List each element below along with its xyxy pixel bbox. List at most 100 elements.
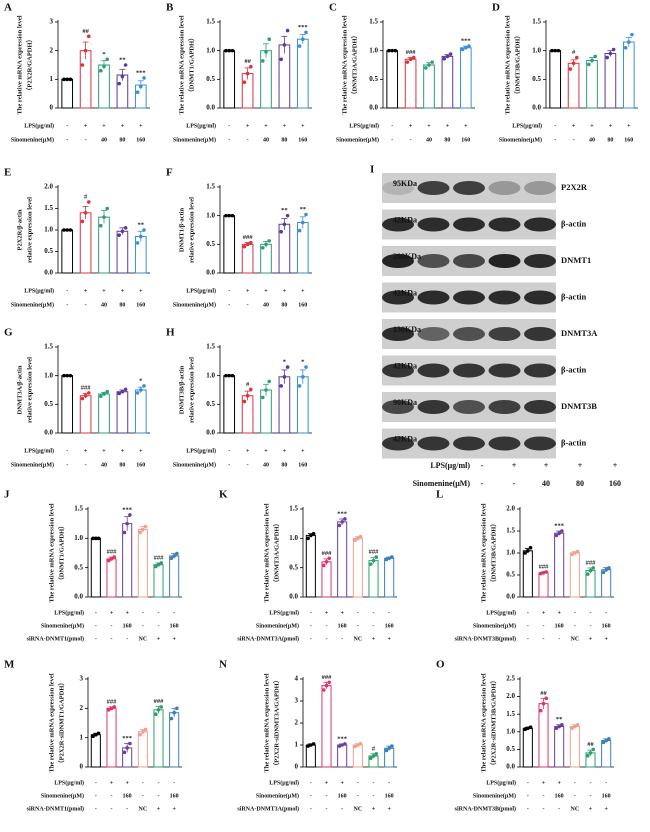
data-point (343, 742, 347, 746)
data-point (304, 365, 308, 369)
data-point (125, 746, 129, 750)
condition-value: + (372, 636, 376, 642)
data-point (139, 84, 143, 89)
band-protein: DNMT1 (561, 255, 591, 265)
condition-value: - (173, 610, 175, 616)
data-point (467, 44, 471, 48)
bar (554, 532, 565, 598)
blot-band (488, 327, 521, 341)
blot-band (453, 254, 485, 268)
data-point (83, 48, 88, 53)
data-point (125, 521, 129, 526)
condition-value: - (326, 793, 328, 799)
data-point (464, 46, 468, 50)
data-point (87, 34, 91, 39)
condition-value: + (604, 636, 608, 642)
condition-value: - (574, 610, 576, 616)
condition-label: LPS(μg/ml) (269, 609, 299, 616)
data-point (68, 373, 73, 378)
condition-value: + (427, 123, 431, 129)
condition-value: 80 (119, 302, 125, 308)
data-point (172, 554, 176, 558)
data-point (526, 726, 530, 731)
bar (569, 726, 580, 768)
condition-value: NC (353, 636, 362, 642)
condition-value: - (142, 623, 144, 629)
significance-label: ### (243, 234, 254, 241)
data-point (80, 219, 85, 224)
data-point (358, 534, 363, 539)
data-point (340, 520, 344, 524)
bar (352, 744, 363, 768)
bar (278, 44, 291, 109)
y-tick-label: 1 (80, 733, 84, 741)
bar (549, 50, 562, 109)
data-point (112, 705, 117, 709)
bar (153, 564, 164, 598)
condition-value: + (589, 636, 593, 642)
data-point (68, 228, 73, 232)
band-protein: β-actin (561, 291, 587, 301)
condition-value: 80 (444, 137, 450, 143)
bar (223, 375, 236, 434)
blot-band (488, 254, 521, 268)
y-tick-label: 2 (50, 46, 54, 54)
condition-value: - (85, 302, 87, 308)
data-point (143, 727, 148, 732)
bar (137, 731, 148, 768)
condition-value: - (310, 806, 312, 812)
condition-value: - (310, 793, 312, 799)
data-point (570, 552, 574, 557)
data-point (142, 76, 146, 80)
data-point (311, 742, 316, 746)
data-point (460, 47, 465, 52)
condition-label: Sinomenine(μM) (256, 622, 299, 629)
significance-label: ### (322, 674, 333, 681)
data-point (123, 63, 128, 67)
data-point (387, 48, 391, 53)
band-size: 130KDa (393, 325, 421, 334)
data-point (588, 568, 593, 573)
bar (106, 707, 117, 768)
data-point (358, 741, 363, 746)
data-point (285, 213, 290, 218)
band-protein: DNMT3B (561, 401, 597, 411)
condition-value: - (373, 793, 375, 799)
data-point (390, 555, 394, 559)
blot-band (382, 327, 414, 341)
data-point (264, 50, 268, 54)
condition-value: + (102, 123, 106, 129)
condition-value: 80 (281, 137, 287, 143)
condition-value: + (544, 461, 549, 470)
condition-value: + (340, 610, 344, 616)
data-point (96, 536, 101, 541)
condition-value: 160 (123, 623, 132, 629)
condition-value: + (512, 461, 517, 470)
condition-value: - (527, 780, 529, 786)
condition-label: Sinomenine(μM) (41, 792, 84, 799)
data-point (249, 64, 253, 69)
data-point (604, 567, 608, 572)
condition-label: siRNA-DNMT3A(pmol) (237, 805, 299, 812)
condition-value: - (158, 610, 160, 616)
data-point (611, 47, 616, 52)
significance-label: *** (298, 24, 308, 31)
condition-value: - (326, 623, 328, 629)
significance-label: * (139, 377, 142, 384)
condition-value: 160 (136, 137, 145, 143)
data-point (371, 558, 376, 563)
condition-value: - (527, 806, 529, 812)
panel-letter: I (370, 164, 374, 176)
data-point (607, 737, 611, 741)
data-point (123, 387, 128, 392)
condition-value: - (574, 623, 576, 629)
condition-value: NC (138, 636, 147, 642)
data-point (387, 556, 391, 561)
y-axis-label: The relative mRNA expression level (16, 15, 23, 114)
data-point (297, 44, 302, 48)
bar (321, 561, 332, 598)
condition-value: + (139, 288, 143, 294)
significance-label: * (301, 359, 304, 366)
data-point (102, 64, 106, 69)
bar (522, 550, 533, 598)
